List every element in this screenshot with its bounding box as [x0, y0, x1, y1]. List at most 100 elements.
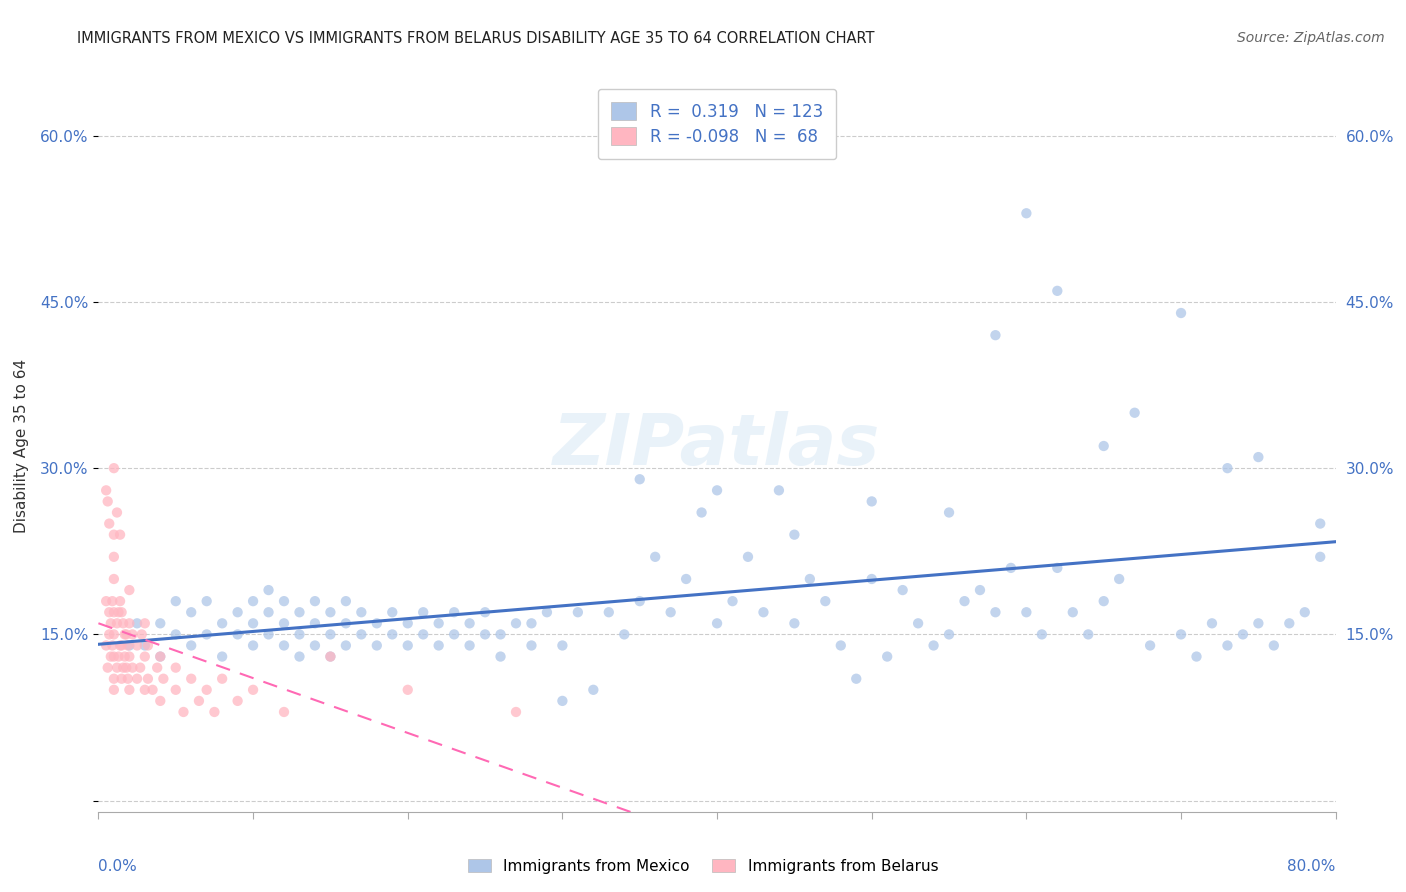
Point	[443, 605, 465, 619]
Point	[814, 594, 837, 608]
Point	[165, 627, 187, 641]
Point	[1062, 605, 1084, 619]
Point	[520, 639, 543, 653]
Point	[1309, 516, 1331, 531]
Point	[127, 616, 149, 631]
Point	[381, 627, 404, 641]
Point	[1015, 206, 1038, 220]
Point	[1170, 627, 1192, 641]
Point	[319, 627, 342, 641]
Point	[107, 605, 129, 619]
Point	[984, 605, 1007, 619]
Point	[598, 605, 620, 619]
Point	[211, 616, 233, 631]
Point	[953, 594, 976, 608]
Point	[149, 694, 172, 708]
Point	[103, 572, 125, 586]
Point	[273, 639, 295, 653]
Point	[257, 605, 280, 619]
Point	[129, 660, 152, 674]
Point	[105, 616, 128, 631]
Point	[458, 616, 481, 631]
Point	[127, 639, 149, 653]
Point	[628, 594, 651, 608]
Point	[103, 549, 125, 564]
Point	[350, 605, 373, 619]
Point	[1108, 572, 1130, 586]
Point	[938, 627, 960, 641]
Point	[149, 649, 172, 664]
Point	[111, 672, 132, 686]
Point	[103, 627, 125, 641]
Point	[690, 506, 713, 520]
Point	[1046, 284, 1069, 298]
Point	[118, 649, 141, 664]
Point	[489, 649, 512, 664]
Point	[907, 616, 929, 631]
Point	[1015, 605, 1038, 619]
Point	[108, 527, 131, 541]
Point	[613, 627, 636, 641]
Point	[1263, 639, 1285, 653]
Point	[783, 616, 806, 631]
Point	[273, 594, 295, 608]
Point	[100, 649, 122, 664]
Point	[396, 616, 419, 631]
Point	[211, 649, 233, 664]
Point	[1185, 649, 1208, 664]
Point	[111, 639, 132, 653]
Point	[412, 627, 434, 641]
Point	[551, 694, 574, 708]
Point	[188, 694, 211, 708]
Point	[165, 682, 187, 697]
Point	[860, 494, 883, 508]
Point	[117, 639, 139, 653]
Point	[1216, 461, 1239, 475]
Point	[304, 639, 326, 653]
Point	[891, 583, 914, 598]
Point	[242, 682, 264, 697]
Point	[628, 472, 651, 486]
Point	[319, 605, 342, 619]
Point	[768, 483, 790, 498]
Point	[136, 639, 159, 653]
Point	[96, 639, 118, 653]
Point	[134, 616, 156, 631]
Point	[105, 506, 128, 520]
Point	[195, 594, 218, 608]
Point	[257, 583, 280, 598]
Point	[180, 672, 202, 686]
Point	[165, 594, 187, 608]
Point	[1278, 616, 1301, 631]
Point	[582, 682, 605, 697]
Point	[335, 616, 357, 631]
Text: IMMIGRANTS FROM MEXICO VS IMMIGRANTS FROM BELARUS DISABILITY AGE 35 TO 64 CORREL: IMMIGRANTS FROM MEXICO VS IMMIGRANTS FRO…	[77, 31, 875, 46]
Point	[117, 672, 139, 686]
Point	[381, 605, 404, 619]
Point	[180, 639, 202, 653]
Point	[860, 572, 883, 586]
Point	[427, 616, 450, 631]
Point	[141, 682, 165, 697]
Point	[489, 627, 512, 641]
Point	[458, 639, 481, 653]
Point	[366, 639, 388, 653]
Point	[1077, 627, 1099, 641]
Point	[505, 616, 527, 631]
Point	[103, 682, 125, 697]
Point	[134, 649, 156, 664]
Point	[103, 672, 125, 686]
Point	[115, 660, 138, 674]
Point	[304, 594, 326, 608]
Point	[112, 616, 135, 631]
Point	[242, 594, 264, 608]
Point	[136, 672, 159, 686]
Point	[443, 627, 465, 641]
Point	[226, 605, 249, 619]
Point	[108, 594, 131, 608]
Point	[257, 627, 280, 641]
Point	[152, 672, 174, 686]
Point	[127, 672, 149, 686]
Point	[752, 605, 775, 619]
Point	[103, 649, 125, 664]
